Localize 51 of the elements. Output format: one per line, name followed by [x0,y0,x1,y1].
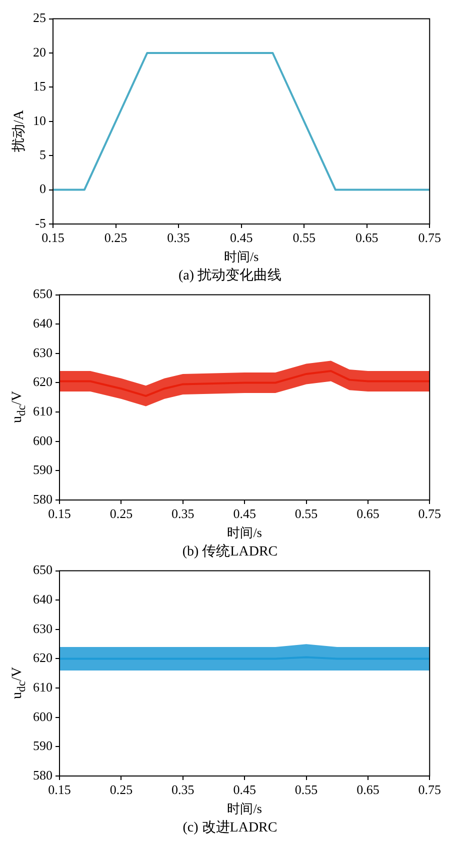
y-tick-label: 25 [33,10,46,26]
x-tick-label: 0.75 [418,782,441,798]
x-tick-label: 0.65 [355,230,378,246]
x-tick-label: 0.25 [110,782,133,798]
y-tick-label: 640 [33,592,52,607]
y-tick-label: 0 [40,181,46,196]
y-tick-label: 630 [33,620,52,636]
x-tick-label: 0.15 [48,782,71,798]
y-tick-label: 580 [33,491,52,506]
x-tick-label: 0.55 [294,506,318,522]
x-tick-label: 0.25 [110,506,133,522]
y-tick-label: 590 [33,738,52,754]
y-tick-label: 610 [33,403,52,418]
x-tick-label: 0.55 [292,230,316,246]
y-tick-label: 15 [33,78,46,94]
text: (a) 扰动变化曲线 [178,267,282,284]
y-tick-label: 600 [33,708,52,724]
x-axis-title: 时间/s [227,524,262,540]
x-tick-label: 0.15 [42,230,64,246]
y-tick-label: 620 [33,650,52,666]
x-tick-label: 0.55 [294,782,318,798]
y-tick-label: 610 [33,679,52,694]
x-tick-label: 0.45 [230,230,253,246]
y-tick-label: 10 [33,112,46,128]
y-tick-label: 20 [33,44,46,60]
x-tick-label: 0.35 [172,506,194,522]
y-tick-label: -5 [35,215,46,230]
x-tick-label: 0.65 [356,506,380,522]
y-tick-label: 600 [33,432,52,448]
x-axis-title: 时间/s [227,800,262,816]
y-tick-label: 590 [33,462,52,478]
y-tick-label: 5 [40,147,46,162]
x-tick-label: 0.25 [104,230,128,246]
x-tick-label: 0.75 [418,230,441,246]
text: (b) 传统LADRC [182,543,278,560]
x-tick-label: 0.45 [233,506,256,522]
y-tick-label: 620 [33,374,52,390]
x-tick-label: 0.75 [418,506,441,522]
y-tick-label: 650 [33,562,52,578]
text: (c) 改进LADRC [182,819,278,836]
y-tick-label: 580 [33,767,52,782]
x-tick-label: 0.35 [172,782,194,798]
x-tick-label: 0.65 [356,782,380,798]
y-tick-label: 650 [33,286,52,302]
x-tick-label: 0.15 [48,506,71,522]
y-axis-title: 扰动/A [10,110,28,152]
x-axis-title: 时间/s [224,248,259,264]
y-tick-label: 630 [33,344,52,360]
y-tick-label: 640 [33,316,52,331]
x-tick-label: 0.35 [167,230,190,246]
x-tick-label: 0.45 [233,782,256,798]
